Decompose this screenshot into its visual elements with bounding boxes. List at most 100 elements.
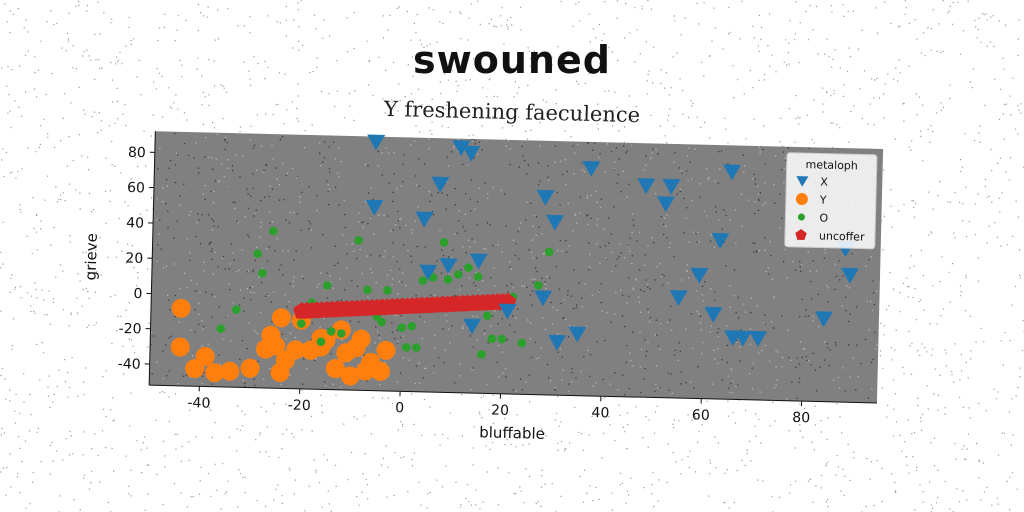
point-y [370,361,390,381]
point-x [637,178,656,195]
legend-marker-x [796,176,809,187]
legend-label-x: X [820,176,828,189]
chart-title: swouned [413,38,611,82]
point-x [462,145,481,162]
point-o [443,275,453,284]
point-y [261,325,281,345]
point-o [464,263,473,272]
point-x [546,214,565,231]
point-y [376,340,396,360]
point-x [734,330,753,347]
point-x [582,160,601,177]
point-o [439,238,449,247]
point-o [383,286,392,295]
point-o [411,343,421,352]
x-tick-label: 80 [792,410,810,426]
point-o [296,319,306,328]
point-x [548,334,567,351]
y-tick-label: 20 [125,251,143,267]
x-tick-label: -40 [187,395,210,412]
x-axis-label: bluffable [479,423,545,443]
point-x [568,326,587,343]
point-x [431,176,450,193]
point-x [814,311,833,328]
legend-label-y: Y [819,193,827,206]
point-x [498,303,517,320]
point-y [170,337,190,357]
y-tick-label: -40 [118,356,141,373]
y-tick-label: 80 [128,145,146,161]
point-y [325,359,345,379]
point-o [326,327,336,336]
x-tick-label: -20 [288,398,311,415]
point-x [536,189,555,206]
point-o [453,270,463,279]
legend-label-uncoffer: uncoffer [819,229,865,243]
point-o [401,343,411,352]
point-x [704,306,723,323]
legend-marker-y [795,193,808,206]
point-x [452,140,471,157]
point-x [657,196,675,213]
point-y [205,363,225,383]
point-x [365,199,384,216]
point-o [477,350,486,359]
point-x [723,164,742,181]
point-y [271,308,291,328]
point-x [367,134,386,151]
legend-title: metaloph [805,158,858,172]
point-x [534,290,553,307]
point-o [216,324,226,333]
point-y [195,347,215,367]
series-x [365,134,860,351]
point-y [171,298,191,318]
point-x [749,330,768,347]
point-o [533,280,543,290]
point-o [269,226,278,236]
x-axis-line [149,384,877,404]
y-tick-label: 40 [126,215,144,231]
y-tick-label: -20 [118,321,141,338]
point-y [240,358,260,378]
point-o [336,329,346,338]
plot-area [149,131,884,403]
x-tick-label: 20 [491,403,509,419]
point-o [397,323,406,333]
legend-marker-uncoffer [795,229,807,241]
point-o [544,247,554,257]
y-axis-label: grieve [82,233,101,281]
point-o [497,334,507,344]
y-tick-label: 60 [127,180,145,196]
point-o [258,268,267,278]
point-o [354,236,363,245]
x-tick-label: 0 [395,400,404,416]
y-tick-label: 0 [133,286,142,302]
point-x [669,290,688,307]
point-y [351,329,371,349]
point-o [316,337,326,347]
point-x [469,253,488,270]
point-x [690,267,709,284]
point-o [483,311,492,321]
point-y [286,340,306,360]
legend-label-o: O [819,211,828,224]
legend-marker-o [797,213,805,221]
point-x [841,267,860,284]
point-x [415,211,434,228]
point-o [323,281,332,290]
point-x [463,318,482,335]
series-y [170,298,396,386]
point-o [363,285,372,295]
point-o [253,249,263,259]
point-x [662,178,681,195]
series-o [216,226,554,359]
point-y [340,366,360,386]
point-y [220,361,240,381]
x-tick-label: 40 [591,405,609,421]
point-x [419,264,438,281]
point-o [473,272,483,282]
point-o [487,334,497,344]
point-x [711,232,730,249]
point-o [418,276,428,286]
